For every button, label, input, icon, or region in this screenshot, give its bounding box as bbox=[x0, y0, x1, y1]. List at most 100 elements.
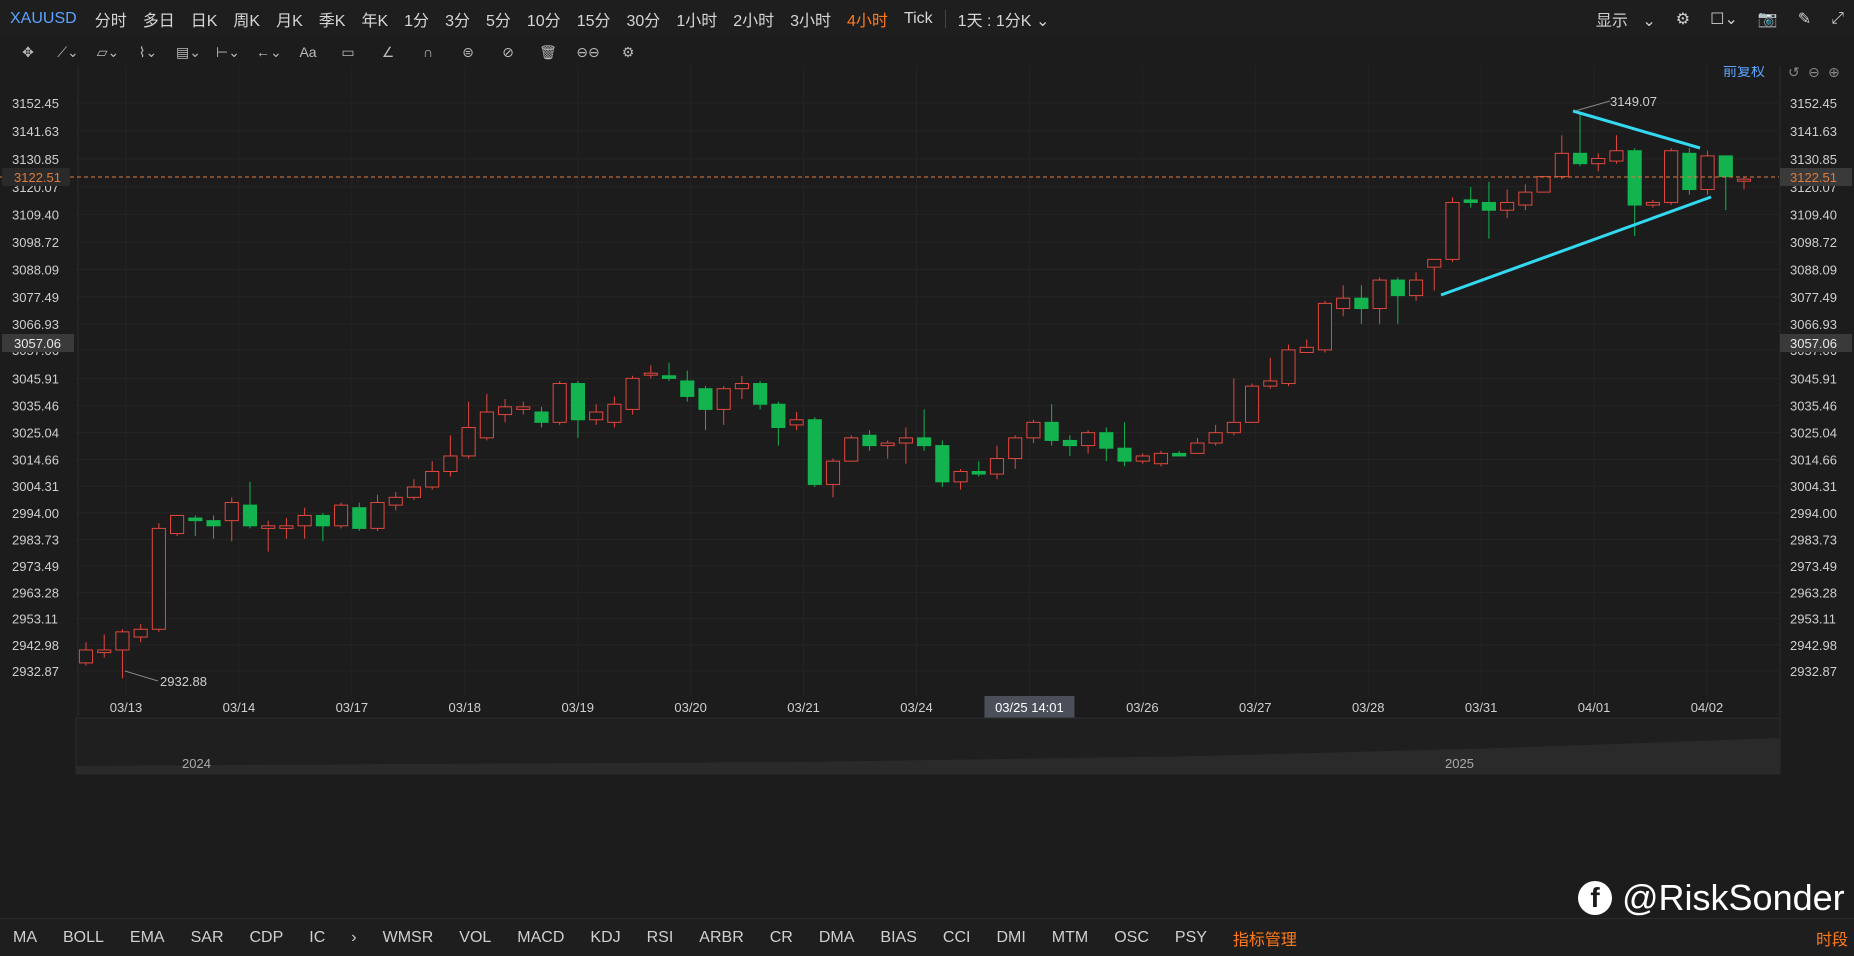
candle-body[interactable] bbox=[753, 383, 768, 405]
indicator-manager-button[interactable]: 指标管理 bbox=[1232, 931, 1297, 949]
candle-body[interactable] bbox=[1427, 258, 1442, 268]
indicator-wmsr[interactable]: WMSR bbox=[382, 928, 434, 946]
measure-icon[interactable]: ⊢⌄ bbox=[216, 43, 240, 60]
period-selector[interactable]: 1天 : 1分K ⌄ bbox=[950, 7, 1058, 31]
candle-body[interactable] bbox=[917, 437, 932, 447]
candle-body[interactable] bbox=[1627, 150, 1642, 206]
candle-body[interactable] bbox=[224, 502, 239, 522]
candle-body[interactable] bbox=[1536, 176, 1551, 193]
gear-icon[interactable]: ⚙ bbox=[1675, 11, 1691, 28]
tab-daily[interactable]: 日K bbox=[190, 13, 218, 30]
candle-body[interactable] bbox=[1135, 455, 1150, 462]
candle-body[interactable] bbox=[643, 372, 658, 376]
indicator-kdj[interactable]: KDJ bbox=[590, 928, 621, 946]
candle-body[interactable] bbox=[1372, 279, 1387, 310]
tab-monthly[interactable]: 月K bbox=[276, 13, 303, 30]
candle-body[interactable] bbox=[261, 525, 276, 529]
candle-body[interactable] bbox=[370, 502, 385, 529]
lock-icon[interactable]: ⊜ bbox=[462, 43, 474, 60]
candle-body[interactable] bbox=[425, 470, 440, 488]
tab-3hour[interactable]: 3小时 bbox=[790, 13, 832, 30]
candle-body[interactable] bbox=[497, 406, 513, 416]
tab-30min[interactable]: 30分 bbox=[626, 13, 661, 30]
indicator-mtm[interactable]: MTM bbox=[1051, 928, 1089, 946]
tab-2hour[interactable]: 2小时 bbox=[733, 13, 775, 30]
upper-trendline[interactable] bbox=[1572, 109, 1701, 150]
candle-body[interactable] bbox=[352, 507, 367, 529]
indicator-cr[interactable]: CR bbox=[769, 928, 793, 946]
candle-body[interactable] bbox=[1518, 191, 1533, 206]
candle-body[interactable] bbox=[1208, 432, 1223, 444]
candle-body[interactable] bbox=[1664, 150, 1679, 203]
indicator-sar[interactable]: SAR bbox=[190, 928, 224, 946]
candle-body[interactable] bbox=[607, 403, 622, 423]
indicator-boll[interactable]: BOLL bbox=[63, 928, 104, 946]
indicator-cci[interactable]: CCI bbox=[942, 928, 971, 946]
tab-15min[interactable]: 15分 bbox=[576, 13, 611, 30]
candle-body[interactable] bbox=[716, 388, 731, 410]
tab-1hour[interactable]: 1小时 bbox=[676, 13, 718, 30]
candle-body[interactable] bbox=[133, 628, 148, 638]
candle-body[interactable] bbox=[170, 514, 185, 535]
candle-body[interactable] bbox=[479, 411, 494, 439]
candle-body[interactable] bbox=[825, 460, 841, 485]
indicator-vol[interactable]: VOL bbox=[459, 928, 492, 946]
tab-10min[interactable]: 10分 bbox=[526, 13, 561, 30]
candle-body[interactable] bbox=[862, 434, 877, 447]
candle-body[interactable] bbox=[1062, 439, 1077, 447]
candle-body[interactable] bbox=[661, 375, 677, 379]
zoom-in-icon[interactable]: ⊕ bbox=[1828, 66, 1840, 80]
candle-body[interactable] bbox=[1718, 155, 1733, 178]
candle-body[interactable] bbox=[1281, 349, 1296, 385]
candle-body[interactable] bbox=[1500, 201, 1515, 211]
arrow-icon[interactable]: ←⌄ bbox=[256, 43, 282, 60]
candle-body[interactable] bbox=[206, 520, 221, 527]
candle-body[interactable] bbox=[242, 504, 258, 527]
candle-body[interactable] bbox=[789, 419, 804, 426]
indicator-bias[interactable]: BIAS bbox=[880, 928, 917, 946]
candle-body[interactable] bbox=[570, 383, 585, 421]
candle-body[interactable] bbox=[279, 525, 294, 529]
candle-body[interactable] bbox=[443, 455, 458, 472]
candle-body[interactable] bbox=[771, 403, 786, 429]
layout-icon[interactable]: ☐⌄ bbox=[1710, 11, 1738, 28]
trash-icon[interactable]: 🗑 bbox=[539, 43, 557, 60]
candle-body[interactable] bbox=[1099, 432, 1114, 449]
candle-body[interactable] bbox=[1317, 302, 1333, 351]
channel-icon[interactable]: ▱⌄ bbox=[96, 43, 120, 60]
candle-body[interactable] bbox=[953, 470, 968, 483]
indicator-arbr[interactable]: ARBR bbox=[699, 928, 744, 946]
time-segment-button[interactable]: 时段 bbox=[1815, 931, 1848, 949]
candle-body[interactable] bbox=[989, 458, 1005, 475]
indicator-dmi[interactable]: DMI bbox=[996, 928, 1026, 946]
indicator-ma[interactable]: MA bbox=[13, 928, 37, 946]
candle-body[interactable] bbox=[1044, 421, 1059, 441]
candle-body[interactable] bbox=[552, 383, 567, 423]
candle-body[interactable] bbox=[1354, 297, 1369, 310]
candle-body[interactable] bbox=[844, 437, 859, 462]
candle-body[interactable] bbox=[461, 427, 476, 457]
candle-body[interactable] bbox=[1172, 452, 1187, 457]
candle-body[interactable] bbox=[1390, 279, 1405, 297]
candle-body[interactable] bbox=[1117, 447, 1132, 462]
chevron-right-icon[interactable]: › bbox=[351, 928, 357, 946]
candle-body[interactable] bbox=[935, 445, 950, 483]
indicator-osc[interactable]: OSC bbox=[1114, 928, 1149, 946]
candle-body[interactable] bbox=[1700, 155, 1715, 191]
candle-body[interactable] bbox=[1299, 346, 1314, 353]
candle-body[interactable] bbox=[1591, 157, 1606, 165]
fullscreen-icon[interactable]: ⤢ bbox=[1831, 10, 1844, 27]
candle-body[interactable] bbox=[1263, 380, 1278, 387]
candle-body[interactable] bbox=[388, 496, 403, 506]
candle-body[interactable] bbox=[1736, 178, 1752, 182]
candle-body[interactable] bbox=[334, 504, 349, 527]
move-icon[interactable]: ✥ bbox=[22, 43, 34, 60]
candle-body[interactable] bbox=[1026, 421, 1041, 439]
note-icon[interactable]: ▭ bbox=[341, 43, 355, 60]
candle-body[interactable] bbox=[898, 437, 913, 444]
tab-3min[interactable]: 3分 bbox=[445, 13, 470, 30]
wave-icon[interactable]: ⌇⌄ bbox=[138, 43, 158, 60]
candle-body[interactable] bbox=[1645, 201, 1660, 206]
pen-icon[interactable]: ✎ bbox=[1797, 11, 1812, 28]
candle-body[interactable] bbox=[1245, 385, 1260, 423]
